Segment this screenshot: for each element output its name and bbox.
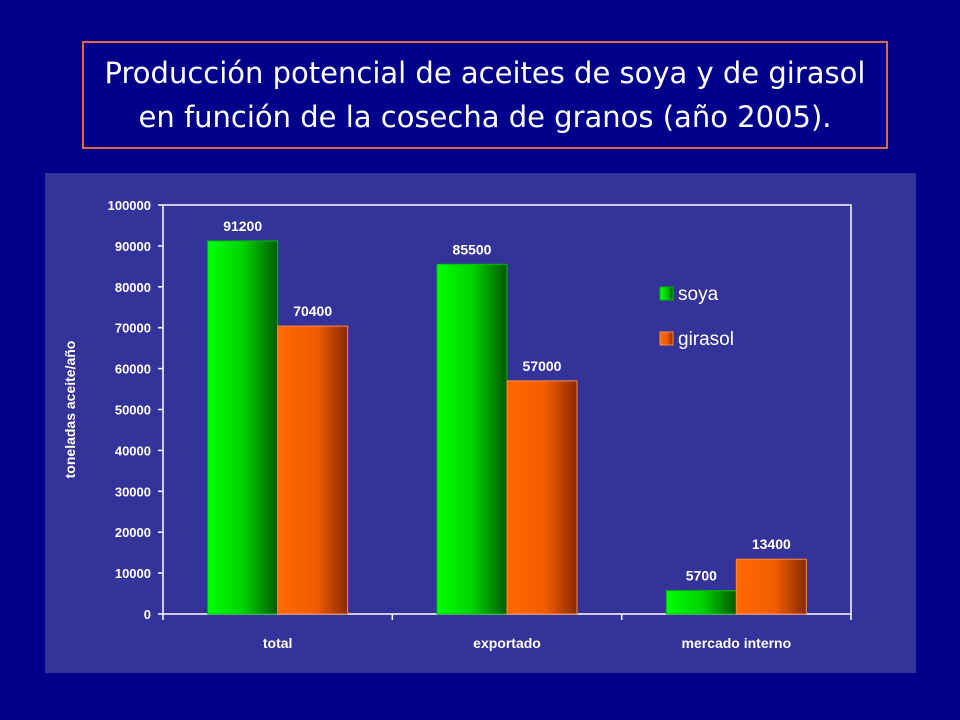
title-box: Producción potencial de aceites de soya …: [82, 41, 888, 149]
x-category-label: total: [263, 635, 293, 651]
chart-panel: 0 10000 20000 30000 40000 50000 60000 70000 8000…: [45, 173, 916, 673]
bar-girasol: [506, 380, 578, 615]
y-tick-label: 80000: [115, 280, 151, 295]
title-line-2: en función de la cosecha de granos (año …: [138, 100, 832, 134]
bar-soya: [207, 240, 279, 615]
data-label: 57000: [523, 358, 562, 374]
y-tick-label: 70000: [115, 321, 151, 336]
y-tick-label: 90000: [115, 239, 151, 254]
bar-soya: [665, 590, 737, 615]
legend-swatch-soya: [659, 286, 674, 301]
y-tick-label: 60000: [115, 362, 151, 377]
legend-swatch-girasol: [659, 331, 674, 346]
bar-girasol: [277, 325, 349, 615]
y-tick-label: 30000: [115, 484, 151, 499]
y-tick-label: 100000: [108, 198, 151, 213]
data-label: 85500: [453, 241, 492, 257]
x-category-label: mercado interno: [681, 635, 791, 651]
y-tick-label: 10000: [115, 566, 151, 581]
y-tick-label: 40000: [115, 443, 151, 458]
data-label: 91200: [223, 218, 262, 234]
data-label: 70400: [293, 303, 332, 319]
y-axis-title: toneladas aceite/año: [62, 341, 78, 479]
bar-soya: [436, 263, 508, 615]
y-tick-label: 0: [144, 607, 151, 622]
bar-girasol: [735, 558, 807, 615]
bar-chart: 0 10000 20000 30000 40000 50000 60000 70000 8000…: [62, 198, 852, 651]
legend-label-girasol: girasol: [678, 329, 734, 350]
y-tick-label: 20000: [115, 525, 151, 540]
x-category-label: exportado: [473, 635, 541, 651]
data-label: 5700: [686, 568, 717, 584]
title-line-1: Producción potencial de aceites de soya …: [104, 56, 866, 90]
legend-label-soya: soya: [678, 284, 719, 305]
y-tick-label: 50000: [115, 403, 151, 418]
data-label: 13400: [752, 536, 791, 552]
